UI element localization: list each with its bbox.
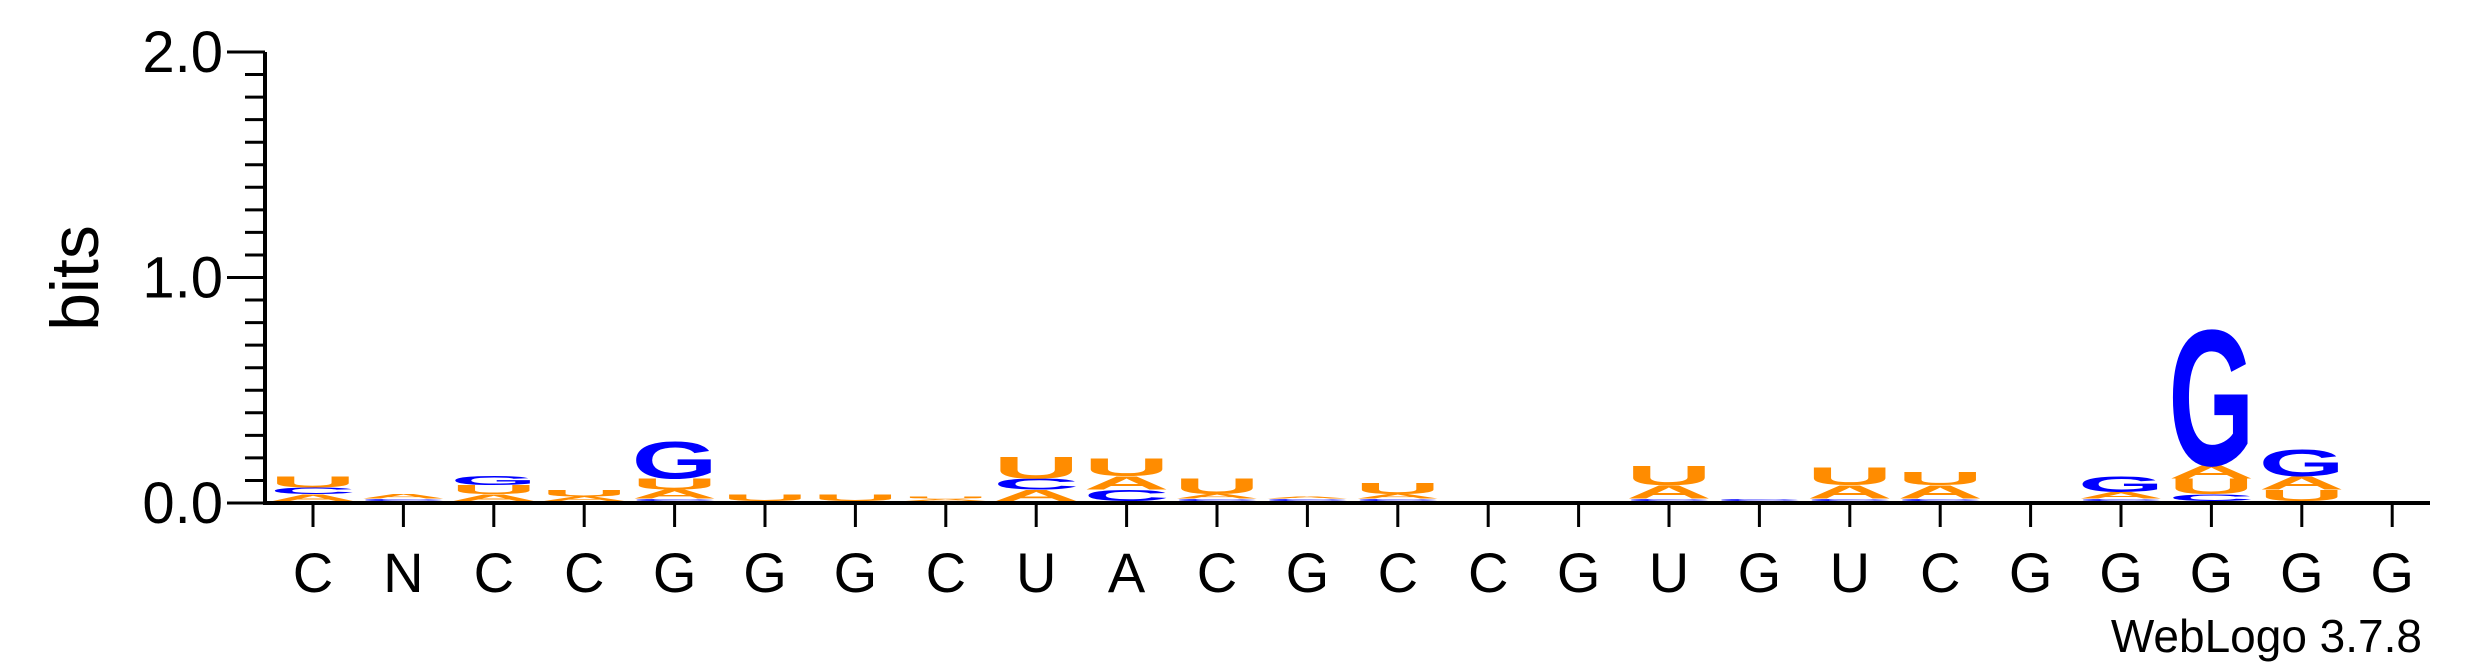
logo-letter-C: C	[2168, 493, 2254, 503]
logo-letter-U: U	[1626, 460, 1712, 491]
logo-letter-A: A	[1174, 493, 1260, 500]
x-tick-label: G	[2280, 541, 2324, 604]
x-tick-label: G	[2190, 541, 2234, 604]
logo-letter-A: A	[541, 495, 627, 502]
logo-letter-U: U	[2168, 475, 2254, 500]
logo-letter-G: G	[632, 431, 718, 491]
x-tick-label: G	[834, 541, 878, 604]
logo-letter-U: U	[903, 496, 989, 499]
logo-letter-A: A	[632, 487, 718, 501]
y-axis-ticks: 0.0 1.0 2.0	[142, 20, 265, 536]
y-tick-label: 1.0	[142, 246, 223, 311]
logo-letter-U: U	[1807, 463, 1893, 491]
logo-letter-C: C	[1897, 498, 1983, 501]
logo-letter-A: A	[993, 487, 1079, 505]
logo-letter-C: C	[1174, 498, 1260, 501]
x-tick-label: A	[1108, 541, 1146, 604]
logo-letter-C: C	[1264, 498, 1350, 501]
logo-letter-C: C	[1626, 498, 1712, 501]
y-tick-label: 0.0	[142, 471, 223, 536]
y-tick-label: 2.0	[142, 20, 223, 85]
logo-letter-U: U	[1897, 468, 1983, 489]
logo-letter-C: C	[1355, 498, 1441, 501]
x-tick-label: G	[2099, 541, 2143, 604]
x-tick-label: G	[2370, 541, 2414, 604]
logo-letter-C: C	[2078, 498, 2164, 501]
logo-letter-A: A	[2259, 473, 2345, 494]
x-tick-label: C	[1197, 541, 1237, 604]
logo-letter-C: C	[360, 498, 446, 501]
x-tick-label: C	[474, 541, 514, 604]
logo-letter-U: U	[993, 450, 1079, 485]
logo-letter-A: A	[1897, 482, 1983, 503]
x-tick-label: G	[743, 541, 787, 604]
x-tick-label: G	[1286, 541, 1330, 604]
logo-letter-A: A	[1807, 482, 1893, 503]
logo-letter-U: U	[632, 476, 718, 494]
logo-letter-A: A	[360, 493, 446, 500]
logo-letter-U: U	[722, 493, 808, 503]
x-tick-label: C	[926, 541, 966, 604]
x-tick-label: U	[1830, 541, 1870, 604]
logo-letter-U: U	[1355, 480, 1441, 498]
logo-letter-A: A	[903, 498, 989, 501]
x-tick-label: U	[1016, 541, 1056, 604]
x-tick-label: G	[2009, 541, 2053, 604]
x-tick-label: U	[1649, 541, 1689, 604]
x-tick-label: G	[653, 541, 697, 604]
logo-letter-A: A	[1264, 496, 1350, 499]
logo-letter-C: C	[632, 498, 718, 501]
y-axis-label: bits	[37, 225, 113, 331]
logo-letter-U: U	[1084, 454, 1170, 482]
logo-letter-C: C	[1716, 498, 1802, 501]
logo-letter-U: U	[270, 473, 356, 491]
x-tick-label: C	[1920, 541, 1960, 604]
logo-letter-C: C	[1807, 498, 1893, 501]
x-tick-label: G	[1738, 541, 1782, 604]
logo-letter-C: C	[993, 476, 1079, 494]
logo-letter-A: A	[1355, 493, 1441, 500]
x-tick-label: N	[383, 541, 423, 604]
logo-letter-C: C	[1084, 487, 1170, 505]
logo-letter-A: A	[451, 493, 537, 503]
logo-letter-G: G	[2168, 290, 2254, 506]
logo-letter-U: U	[451, 483, 537, 497]
logo-letter-A: A	[270, 493, 356, 503]
logo-letter-U: U	[1174, 475, 1260, 500]
logo-letter-G: G	[2078, 472, 2164, 496]
weblogo-watermark: WebLogo 3.7.8	[2111, 610, 2422, 662]
logo-letter-U: U	[812, 493, 898, 503]
logo-letter-U: U	[541, 488, 627, 498]
logo-letter-A: A	[2078, 490, 2164, 500]
logo-letter-A: A	[1626, 482, 1712, 503]
logo-letter-G: G	[451, 474, 537, 488]
logo-letter-U: U	[2259, 487, 2345, 505]
x-tick-label: G	[1557, 541, 1601, 604]
logo-letter-C: C	[270, 486, 356, 496]
logo-letter-G: G	[2259, 443, 2345, 485]
x-tick-label: C	[1468, 541, 1508, 604]
logo-letter-A: A	[2168, 462, 2254, 483]
x-tick-label: C	[293, 541, 333, 604]
logo-letter-A: A	[1084, 473, 1170, 494]
x-tick-label: C	[564, 541, 604, 604]
x-tick-label: C	[1378, 541, 1418, 604]
